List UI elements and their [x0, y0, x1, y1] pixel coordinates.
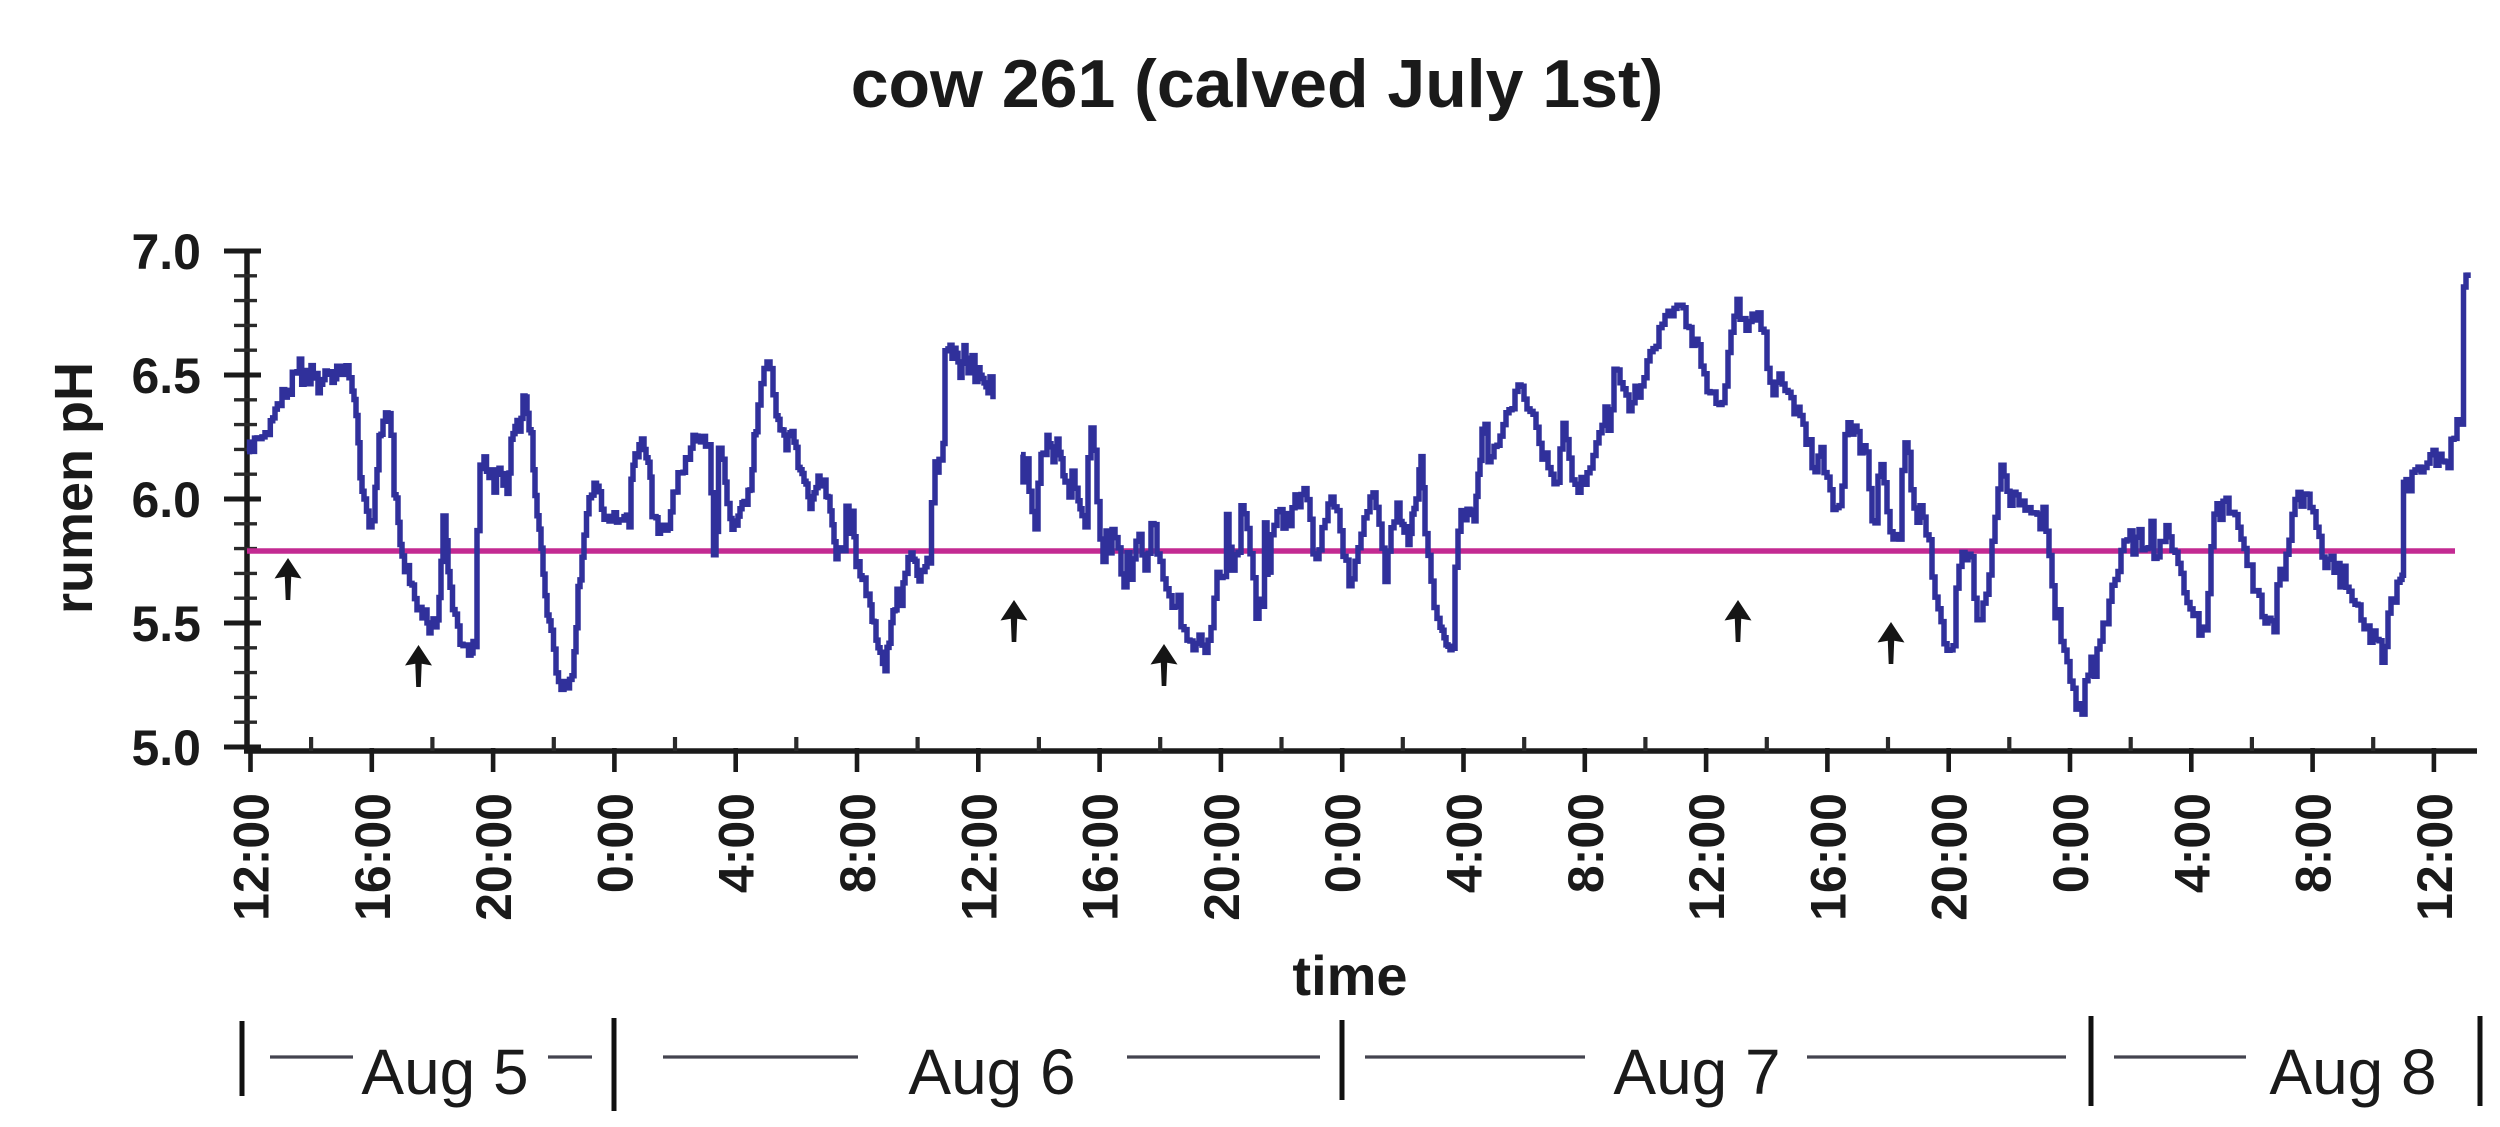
- svg-text:20:00: 20:00: [466, 793, 522, 921]
- svg-text:12:00: 12:00: [1679, 793, 1735, 921]
- svg-text:6.0: 6.0: [131, 472, 201, 528]
- svg-text:0:00: 0:00: [587, 793, 643, 893]
- svg-text:5.0: 5.0: [131, 720, 201, 776]
- svg-text:cow 261 (calved July 1st): cow 261 (calved July 1st): [851, 46, 1664, 122]
- svg-text:16:00: 16:00: [345, 793, 401, 921]
- svg-text:20:00: 20:00: [1194, 793, 1250, 921]
- svg-text:time: time: [1292, 944, 1407, 1007]
- svg-text:5.5: 5.5: [131, 596, 201, 652]
- svg-text:20:00: 20:00: [1922, 793, 1978, 921]
- svg-text:8:00: 8:00: [1558, 793, 1614, 893]
- svg-text:7.0: 7.0: [131, 224, 201, 280]
- svg-text:12:00: 12:00: [2407, 793, 2463, 921]
- svg-text:4:00: 4:00: [1437, 793, 1493, 893]
- svg-text:8:00: 8:00: [2286, 793, 2342, 893]
- svg-text:6.5: 6.5: [131, 348, 201, 404]
- svg-text:16:00: 16:00: [1073, 793, 1129, 921]
- svg-text:4:00: 4:00: [709, 793, 765, 893]
- svg-text:0:00: 0:00: [1315, 793, 1371, 893]
- svg-text:8:00: 8:00: [830, 793, 886, 893]
- svg-text:4:00: 4:00: [2164, 793, 2220, 893]
- svg-text:0:00: 0:00: [2043, 793, 2099, 893]
- svg-text:Aug 6: Aug 6: [908, 1036, 1075, 1108]
- svg-text:rumen pH: rumen pH: [44, 362, 104, 614]
- svg-text:Aug 7: Aug 7: [1613, 1036, 1780, 1108]
- svg-text:16:00: 16:00: [1800, 793, 1856, 921]
- svg-text:12:00: 12:00: [224, 793, 280, 921]
- svg-text:Aug 8: Aug 8: [2269, 1036, 2436, 1108]
- svg-text:Aug 5: Aug 5: [361, 1036, 528, 1108]
- svg-text:12:00: 12:00: [951, 793, 1007, 921]
